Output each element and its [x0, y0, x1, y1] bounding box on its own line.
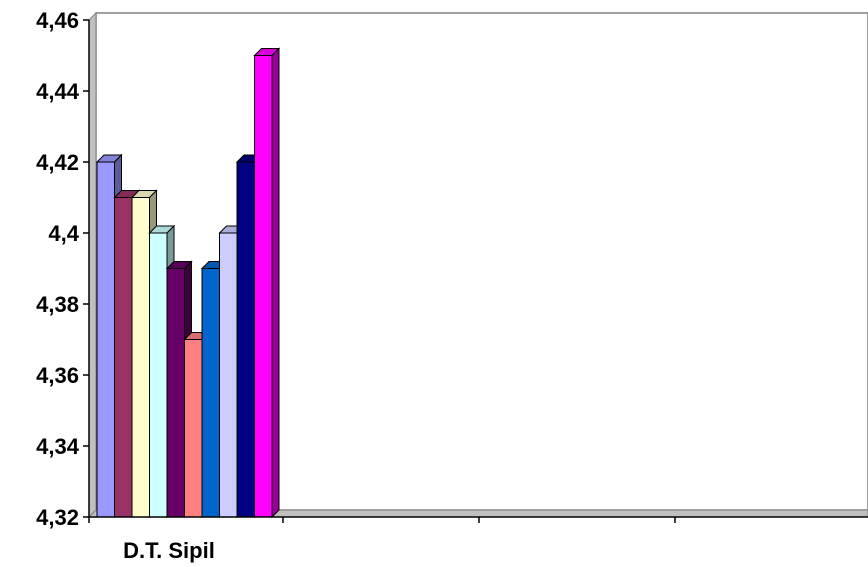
y-tick-label: 4,44: [36, 79, 80, 104]
bar-front: [114, 197, 133, 518]
axes-group: [83, 19, 868, 523]
y-tick-label: 4,46: [36, 8, 79, 33]
x-category-labels: D.T. Sipil: [123, 538, 215, 563]
plot-walls: [87, 11, 868, 519]
bar-side: [271, 47, 280, 519]
bar-front: [96, 161, 115, 518]
bars-group: [95, 47, 281, 519]
x-category-label: D.T. Sipil: [123, 538, 215, 563]
bar-front: [201, 268, 220, 518]
bar-front: [219, 232, 238, 518]
bar-front: [236, 161, 255, 518]
y-tick-label: 4,36: [36, 363, 79, 388]
bar-front: [149, 232, 168, 518]
y-tick-label: 4,38: [36, 292, 79, 317]
bar-front: [166, 268, 185, 518]
bar-front: [254, 55, 273, 518]
y-tick-label: 4,34: [36, 434, 80, 459]
y-tick-label: 4,42: [36, 150, 79, 175]
side-wall: [88, 11, 97, 519]
y-tick-label: 4,32: [36, 505, 79, 530]
bar: [253, 47, 281, 519]
bar-front: [131, 197, 150, 518]
y-tick-label: 4,4: [48, 221, 79, 246]
y-tick-labels: 4,32 4,34 4,36 4,38 4,4 4,42 4,44 4,46: [36, 8, 80, 530]
bar-front: [184, 339, 203, 518]
